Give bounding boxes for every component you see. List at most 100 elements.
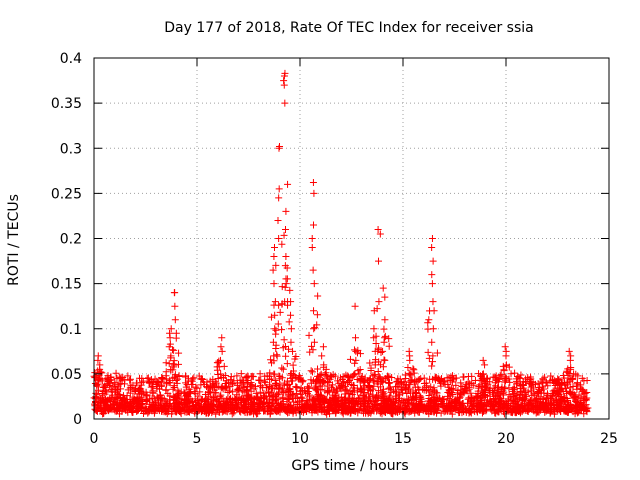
- y-tick-label: 0.35: [51, 96, 82, 112]
- data-point: [318, 352, 325, 359]
- data-point: [95, 352, 102, 359]
- data-point: [381, 334, 388, 341]
- data-point: [278, 365, 285, 372]
- data-point: [380, 285, 387, 292]
- data-point: [268, 314, 275, 321]
- data-point: [430, 258, 437, 265]
- data-point: [282, 284, 289, 291]
- data-point: [271, 325, 278, 332]
- data-point: [310, 190, 317, 197]
- data-point: [275, 194, 282, 201]
- data-point: [275, 145, 282, 152]
- chart-title: Day 177 of 2018, Rate Of TEC Index for r…: [164, 20, 533, 36]
- data-point: [281, 100, 288, 107]
- data-point: [320, 343, 327, 350]
- data-point: [282, 253, 289, 260]
- x-tick-label: 15: [394, 431, 412, 447]
- data-point: [306, 332, 313, 339]
- data-point: [381, 294, 388, 301]
- data-point: [428, 362, 435, 369]
- data-point: [287, 312, 294, 319]
- data-point: [428, 244, 435, 251]
- data-point: [96, 361, 103, 368]
- y-tick-label: 0.3: [60, 141, 82, 157]
- roti-scatter-chart: Day 177 of 2018, Rate Of TEC Index for r…: [0, 0, 640, 480]
- x-tick-label: 5: [193, 431, 202, 447]
- data-point: [310, 325, 317, 332]
- data-point: [271, 280, 278, 287]
- data-point: [145, 374, 152, 381]
- data-point: [311, 280, 318, 287]
- data-point: [506, 379, 513, 386]
- x-axis-label: GPS time / hours: [291, 458, 408, 474]
- data-point: [270, 302, 277, 309]
- data-point: [429, 280, 436, 287]
- data-point: [278, 326, 285, 333]
- data-point: [171, 289, 178, 296]
- x-tick-label: 20: [497, 431, 515, 447]
- data-point: [282, 353, 289, 360]
- data-point: [347, 356, 354, 363]
- y-tick-label: 0: [73, 412, 82, 428]
- data-point: [280, 77, 287, 84]
- data-point: [375, 368, 382, 375]
- data-point: [218, 334, 225, 341]
- data-point: [166, 330, 173, 337]
- data-point: [381, 357, 388, 364]
- data-point: [279, 283, 286, 290]
- data-point: [163, 359, 170, 366]
- data-point: [282, 208, 289, 215]
- data-points: [91, 70, 592, 418]
- data-point: [310, 267, 317, 274]
- data-point: [281, 336, 288, 343]
- data-point: [284, 360, 291, 367]
- data-point: [172, 316, 179, 323]
- data-point: [310, 221, 317, 228]
- data-point: [276, 185, 283, 192]
- y-tick-label: 0.05: [51, 367, 82, 383]
- data-point: [274, 353, 281, 360]
- data-point: [168, 325, 175, 332]
- data-point: [380, 326, 387, 333]
- data-point: [426, 307, 433, 314]
- data-point: [217, 343, 224, 350]
- data-point: [272, 298, 279, 305]
- y-axis-label: ROTI / TECUs: [6, 194, 22, 286]
- data-point: [428, 339, 435, 346]
- data-point: [386, 343, 393, 350]
- data-point: [406, 370, 413, 377]
- data-point: [275, 235, 282, 242]
- data-point: [267, 356, 274, 363]
- data-point: [567, 352, 574, 359]
- data-point: [282, 226, 289, 233]
- data-point: [460, 373, 467, 380]
- data-point: [429, 358, 436, 365]
- data-point: [272, 331, 279, 338]
- data-point: [280, 366, 287, 373]
- data-point: [424, 319, 431, 326]
- data-point: [221, 363, 228, 370]
- data-point: [270, 253, 277, 260]
- data-point: [375, 298, 382, 305]
- data-point: [281, 232, 288, 239]
- data-point: [309, 235, 316, 242]
- y-tick-label: 0.2: [60, 232, 82, 248]
- data-point: [158, 374, 165, 381]
- data-point: [126, 377, 133, 384]
- data-point: [381, 316, 388, 323]
- data-point: [429, 298, 436, 305]
- data-point: [425, 316, 432, 323]
- data-point: [283, 280, 290, 287]
- data-point: [424, 326, 431, 333]
- data-point: [167, 334, 174, 341]
- data-point: [502, 343, 509, 350]
- x-tick-label: 10: [291, 431, 309, 447]
- data-point: [314, 293, 321, 300]
- data-point: [406, 348, 413, 355]
- data-point: [173, 335, 180, 342]
- data-point: [274, 217, 281, 224]
- data-point: [567, 364, 574, 371]
- x-tick-label: 0: [90, 431, 99, 447]
- data-point: [308, 367, 315, 374]
- data-point: [314, 311, 321, 318]
